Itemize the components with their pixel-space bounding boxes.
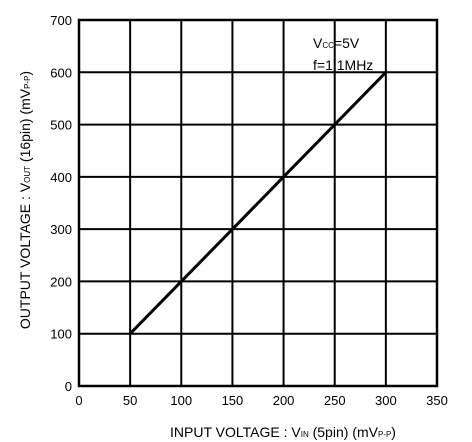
x-tick-label-1: 50 [123, 393, 137, 408]
data-point-2 [230, 227, 234, 231]
data-point-5 [384, 70, 388, 74]
annotation-frequency: f=1.1MHz [313, 57, 373, 73]
x-axis-label: INPUT VOLTAGE : VIN (5pin) (mVP-P) [170, 424, 396, 440]
y-tick-label-5: 500 [50, 118, 72, 133]
data-point-1 [179, 279, 183, 283]
y-tick-labels: 0 100 200 300 400 500 600 700 [50, 13, 72, 394]
x-tick-labels: 0 50 100 150 200 250 300 350 [75, 393, 447, 408]
grid [78, 19, 438, 387]
x-tick-label-5: 250 [324, 393, 346, 408]
x-tick-label-4: 200 [273, 393, 295, 408]
x-tick-label-6: 300 [375, 393, 397, 408]
x-tick-label-2: 100 [170, 393, 192, 408]
y-axis-label: OUTPUT VOLTAGE : VOUT (16pin) (mVP-P) [17, 71, 33, 329]
y-tick-label-3: 300 [50, 222, 72, 237]
x-tick-label-0: 0 [75, 393, 82, 408]
series-line [129, 71, 387, 335]
data-point-3 [282, 175, 286, 179]
data-point-0 [128, 332, 132, 336]
y-tick-label-6: 600 [50, 65, 72, 80]
x-tick-label-3: 150 [222, 393, 244, 408]
y-tick-label-4: 400 [50, 170, 72, 185]
y-tick-label-0: 0 [65, 379, 72, 394]
data-point-4 [333, 123, 337, 127]
annotation-vcc: VCC=5V [313, 35, 360, 51]
y-tick-label-7: 700 [50, 13, 72, 28]
plot-frame [77, 18, 439, 388]
y-tick-label-2: 200 [50, 274, 72, 289]
y-tick-label-1: 100 [50, 327, 72, 342]
x-tick-label-7: 350 [426, 393, 448, 408]
data-points [128, 70, 388, 336]
